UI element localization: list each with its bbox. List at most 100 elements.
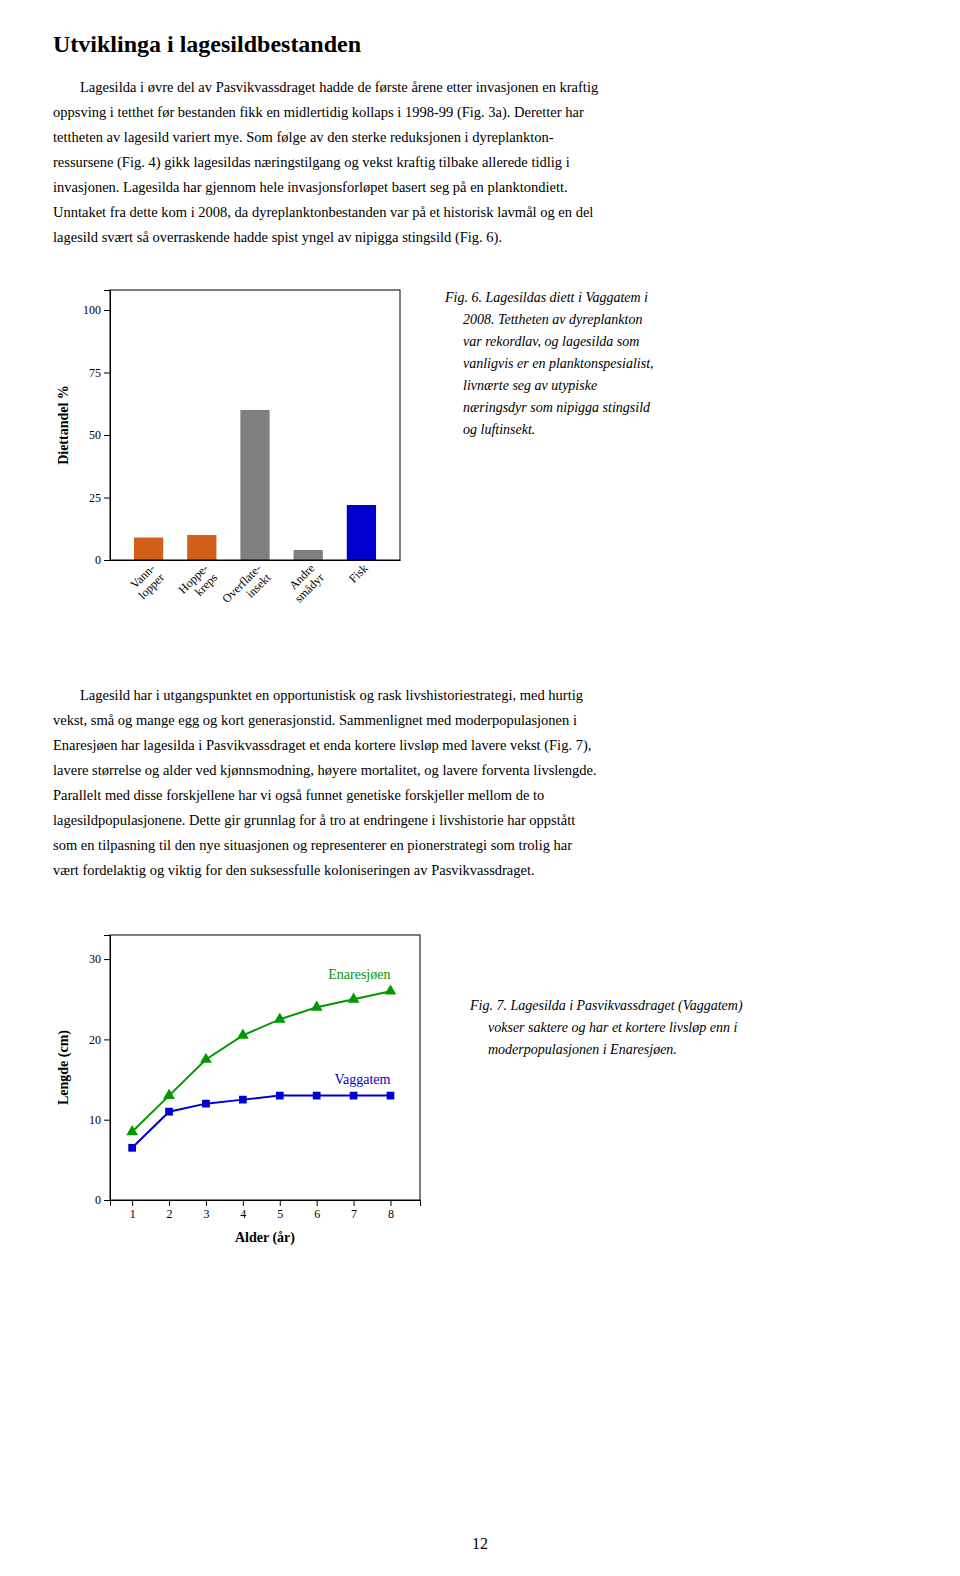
paragraph: Lagesilda i øvre del av Pasvikvassdraget… [53, 79, 598, 246]
tick: 8 [388, 1200, 394, 1221]
point [126, 1125, 138, 1135]
tick: 0 [95, 553, 110, 567]
y-axis: 0255075100 [83, 291, 111, 568]
tick: Overflate-insekt [219, 561, 274, 616]
tick-label: 2 [167, 1207, 173, 1221]
tick-mark [280, 1200, 281, 1206]
paragraph-line: tettheten av lagesild variert mye. Som f… [53, 129, 554, 145]
caption-line: Fig. 7. Lagesilda i Pasvikvassdraget (Va… [469, 998, 743, 1014]
tick: 1 [130, 1200, 136, 1221]
tick-label-line: Fisk [346, 561, 371, 586]
y-axis-title: Diettandel % [56, 385, 71, 465]
plot-frame [110, 290, 400, 560]
tick-mark [104, 560, 110, 561]
tick-mark [104, 373, 110, 374]
tick-label: 0 [95, 553, 101, 567]
paragraph-line: Enaresjøen har lagesilda i Pasvikvassdra… [53, 737, 591, 754]
tick: 0 [95, 1193, 110, 1207]
tick-mark [104, 435, 110, 436]
tick-label: 50 [89, 428, 101, 442]
caption-line: 2008. Tettheten av dyreplankton [463, 312, 642, 327]
tick-mark [243, 1200, 244, 1206]
tick-label: 5 [277, 1207, 283, 1221]
caption-line: livnærte seg av utypiske [463, 378, 597, 393]
caption-line: vokser saktere og har et kortere livsløp… [488, 1020, 737, 1035]
line-chart: Enaresjøen Vaggatem 0 10 20 30 1 2 3 4 5 6 7 8 Alder (… [56, 935, 421, 1246]
paragraph-line: lagesildpopulasjonene. Dette gir grunnla… [53, 812, 575, 828]
tick-mark [317, 1200, 318, 1206]
tick: Fisk [346, 561, 371, 586]
point [202, 1100, 210, 1108]
bar-chart: 0255075100Vann-lopperHoppe-krepsOverflat… [56, 290, 401, 615]
paragraph: Lagesild har i utgangspunktet en opportu… [53, 687, 597, 878]
page-number: 12 [472, 1535, 488, 1552]
caption-line: var rekordlav, og lagesilda som [463, 334, 639, 349]
paragraph-line: ressursene (Fig. 4) gikk lagesildas næri… [53, 154, 570, 171]
bar [294, 550, 323, 560]
tick-mark [169, 1200, 170, 1206]
point [387, 1092, 395, 1100]
tick: 7 [351, 1200, 357, 1221]
caption: Fig. 6. Lagesildas diett i Vaggatem i 200… [444, 290, 654, 437]
bars [134, 410, 376, 560]
series-line [132, 991, 390, 1132]
caption-line: og luftinsekt. [463, 422, 535, 437]
tick-label: 1 [130, 1207, 136, 1221]
caption-line: næringsdyr som nipigga stingsild [463, 400, 651, 415]
point [385, 984, 397, 994]
tick-label: 4 [240, 1207, 246, 1221]
tick-label-line: smådyr [292, 571, 327, 606]
tick-label-line: insekt [243, 570, 274, 601]
point [239, 1096, 247, 1104]
tick-label: 8 [388, 1207, 394, 1221]
tick-mark [104, 959, 110, 960]
tick-mark [104, 1039, 110, 1040]
tick-label: 7 [351, 1207, 357, 1221]
paragraph-line: Lagesilda i øvre del av Pasvikvassdraget… [80, 79, 598, 95]
tick-label: Overflate-insekt [219, 561, 274, 616]
tick: Andresmådyr [282, 561, 326, 605]
tick-label: 30 [89, 952, 101, 966]
tick-label: Vann-lopper [126, 561, 167, 602]
point [163, 1089, 175, 1099]
paragraph-line: oppsving i tetthet før bestanden fikk en… [53, 104, 584, 121]
point [237, 1029, 249, 1039]
tick-label: Andresmådyr [282, 561, 326, 605]
x-axis: Vann-lopperHoppe-krepsOverflate-insektAn… [111, 561, 401, 616]
series-line [132, 1096, 390, 1148]
tick-mark [104, 1120, 110, 1121]
tick: 6 [314, 1200, 320, 1221]
tick-label: 0 [95, 1193, 101, 1207]
tick-mark [132, 1200, 133, 1206]
x-axis: 1 2 3 4 5 6 7 8 [111, 1200, 421, 1221]
tick: 5 [277, 1200, 283, 1221]
tick-mark [354, 1200, 355, 1206]
series-label: Vaggatem [334, 1072, 390, 1087]
tick: 4 [240, 1200, 246, 1221]
caption-line: vanligvis er en planktonspesialist, [463, 356, 654, 371]
tick-label: Hoppe-kreps [176, 561, 221, 606]
point [165, 1108, 173, 1116]
plot-frame [110, 935, 420, 1200]
tick: Vann-lopper [126, 561, 167, 602]
axis-line [111, 1201, 421, 1207]
tick: 25 [89, 491, 110, 505]
bar [347, 505, 376, 560]
tick-label: 25 [89, 491, 101, 505]
paragraph-line: som en tilpasning til den nye situasjone… [53, 837, 572, 853]
x-axis-title: Alder (år) [235, 1230, 295, 1246]
tick-label: 20 [89, 1033, 101, 1047]
tick: 3 [203, 1200, 209, 1221]
series-label: Enaresjøen [328, 967, 390, 982]
tick: 10 [89, 1113, 110, 1127]
tick-mark [206, 1200, 207, 1206]
tick-mark [104, 498, 110, 499]
point [350, 1092, 358, 1100]
tick-label: 100 [83, 303, 101, 317]
tick-label-line: kreps [192, 570, 221, 599]
caption-line: Fig. 6. Lagesildas diett i Vaggatem i [444, 290, 648, 305]
paragraph-line: lagesild svært så overraskende hadde spi… [53, 229, 502, 246]
caption: Fig. 7. Lagesilda i Pasvikvassdraget (Va… [469, 998, 743, 1057]
tick-mark [104, 1200, 110, 1201]
y-axis: 0 10 20 30 [89, 936, 111, 1208]
